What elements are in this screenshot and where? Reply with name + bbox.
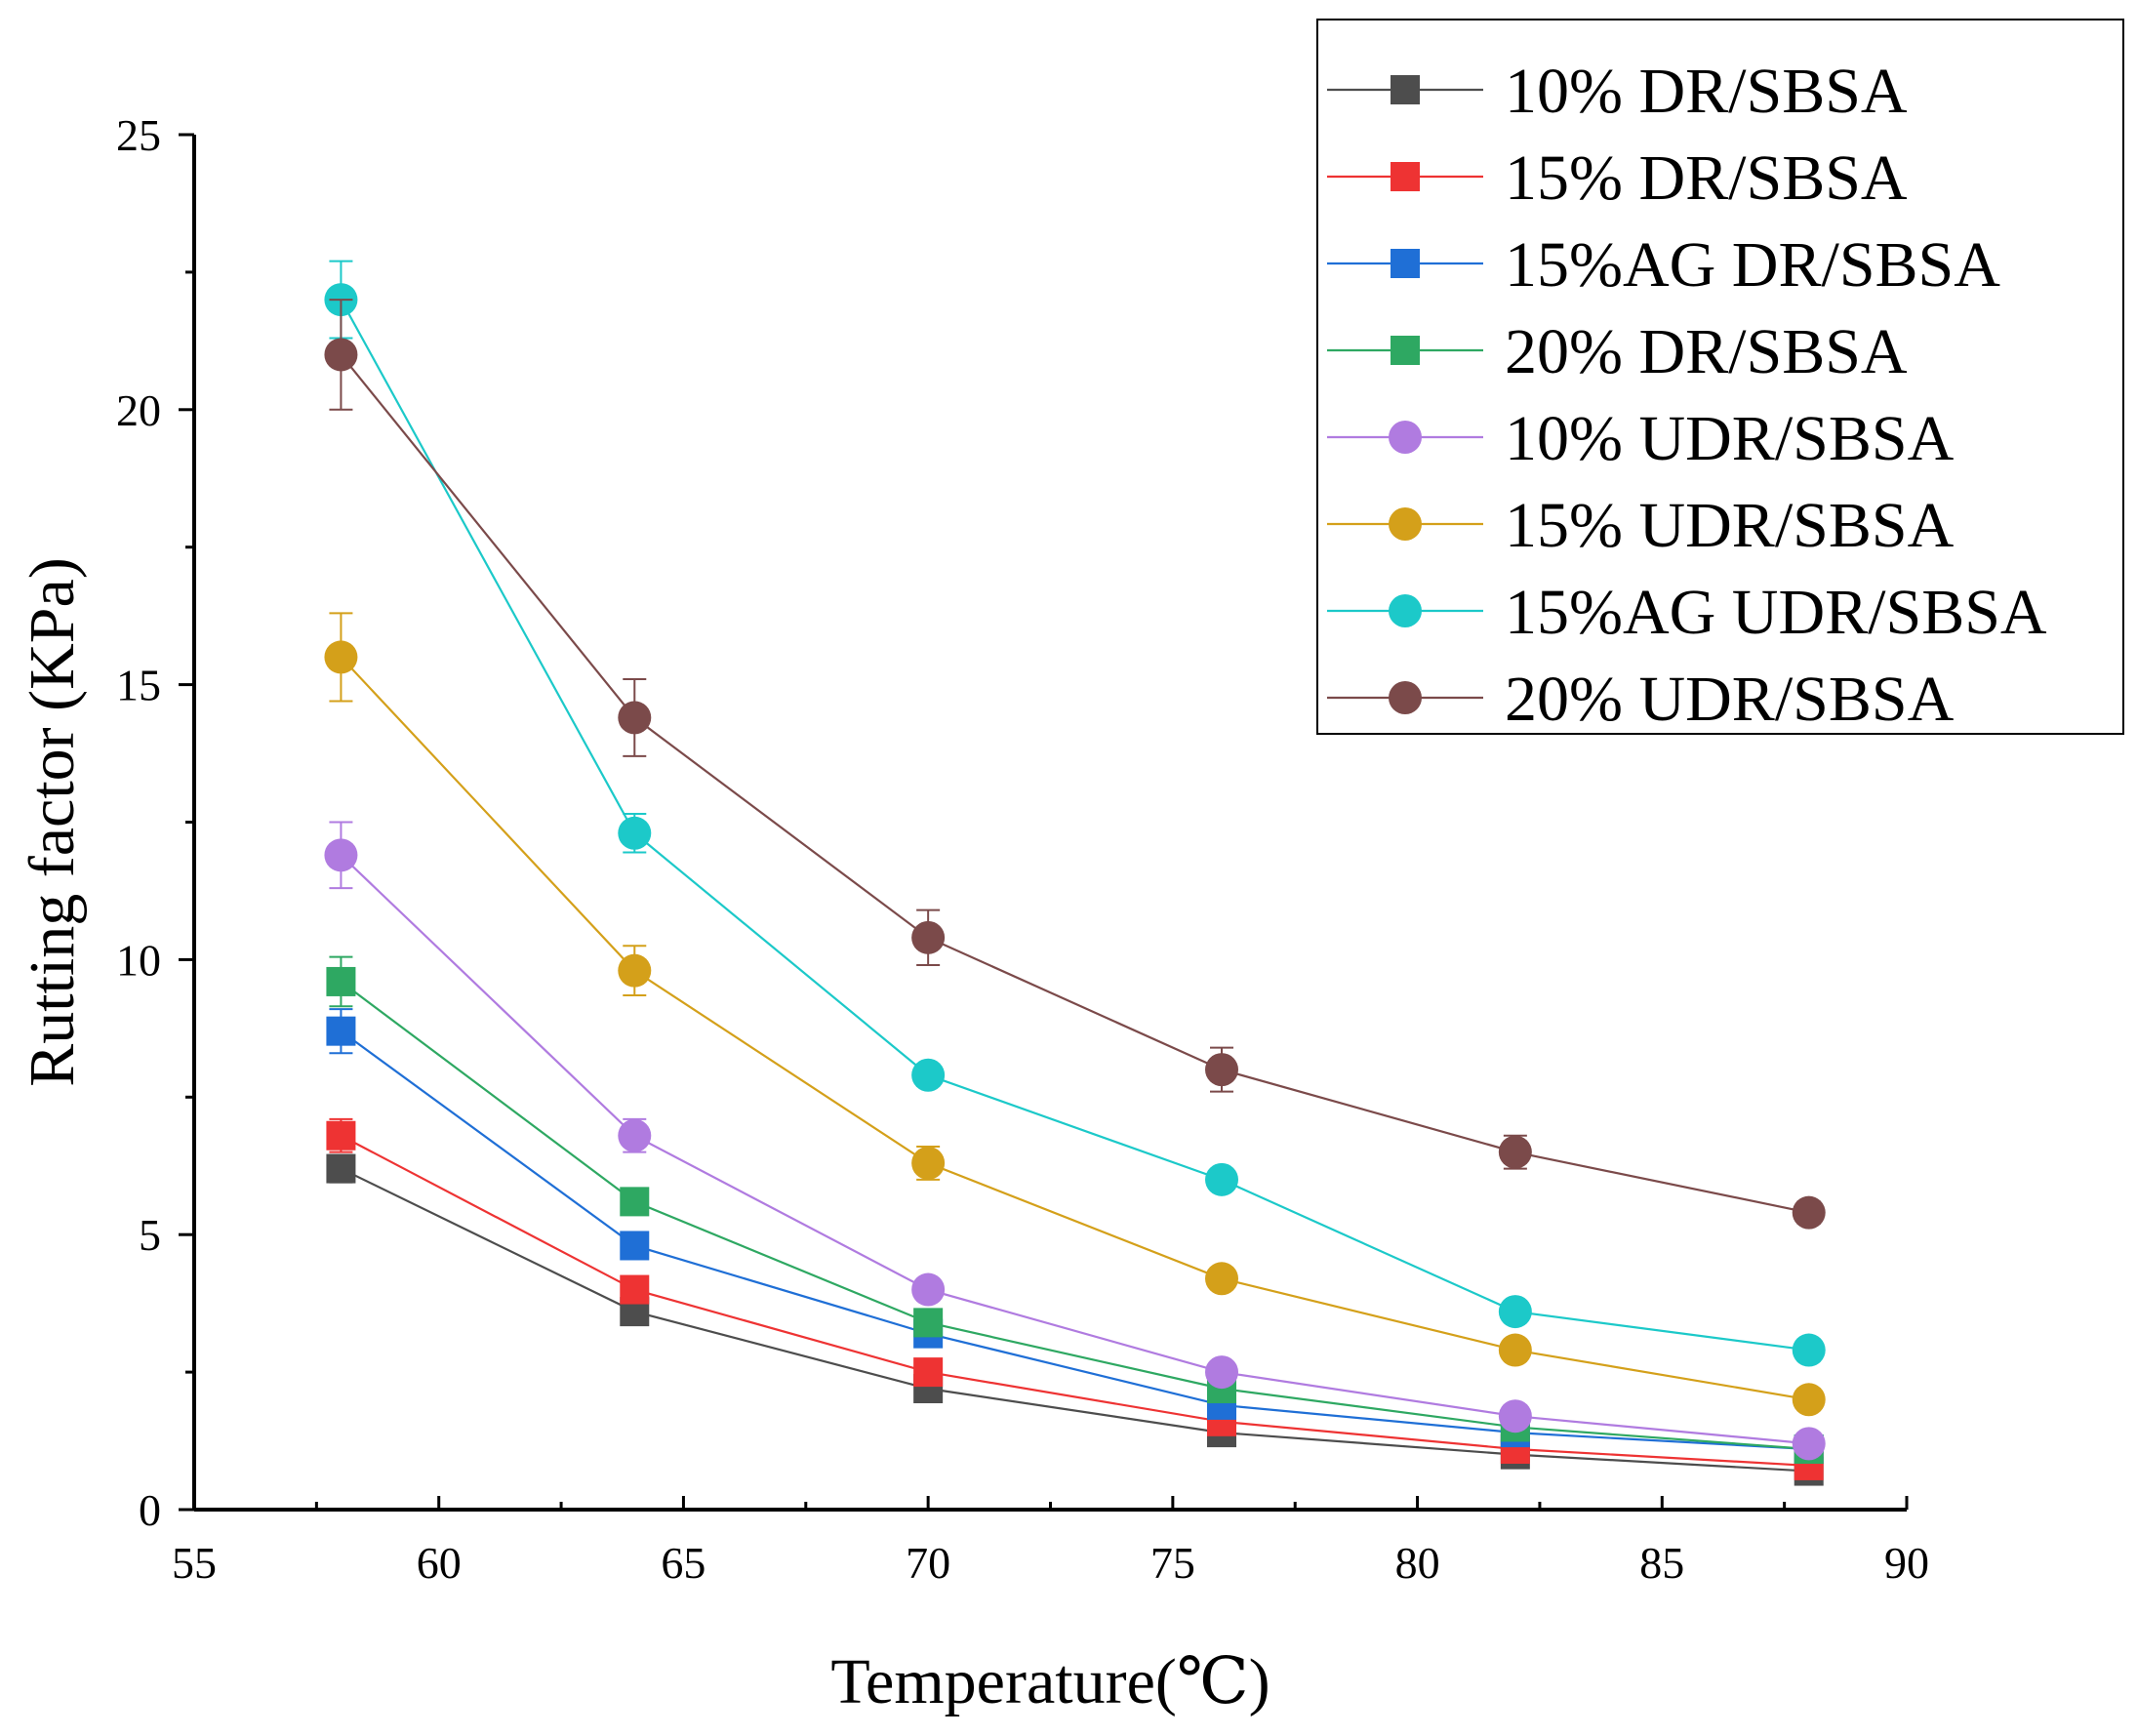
data-point bbox=[1498, 1135, 1532, 1169]
data-point bbox=[1792, 1195, 1826, 1230]
series-line bbox=[340, 353, 1809, 1214]
legend: 10% DR/SBSA 15% DR/SBSA 15%AG DR/SBSA 20% D… bbox=[1316, 19, 2124, 735]
x-tick-label: 85 bbox=[1639, 1538, 1684, 1588]
series-line bbox=[340, 1167, 1809, 1473]
legend-marker bbox=[1391, 162, 1420, 191]
series-line bbox=[340, 1029, 1809, 1451]
legend-marker bbox=[1391, 249, 1420, 278]
data-point bbox=[1792, 1333, 1826, 1367]
legend-marker bbox=[1389, 507, 1422, 541]
data-point bbox=[620, 1231, 650, 1261]
legend-label: 20% DR/SBSA bbox=[1505, 316, 1908, 387]
legend-item: 15% DR/SBSA bbox=[1327, 142, 1908, 214]
legend-item: 15%AG UDR/SBSA bbox=[1327, 577, 2047, 648]
data-point bbox=[326, 966, 356, 996]
legend-items: 10% DR/SBSA 15% DR/SBSA 15%AG DR/SBSA 20% D… bbox=[1327, 56, 2047, 735]
data-point bbox=[324, 640, 358, 674]
legend-marker bbox=[1389, 421, 1422, 454]
legend-label: 15%AG UDR/SBSA bbox=[1505, 577, 2047, 648]
series-line bbox=[340, 656, 1809, 1401]
series-layer bbox=[324, 260, 1826, 1486]
data-point bbox=[1792, 1383, 1826, 1417]
data-point bbox=[1205, 1262, 1238, 1296]
y-tick-label: 10 bbox=[116, 935, 161, 985]
legend-label: 10% UDR/SBSA bbox=[1505, 403, 1955, 474]
x-tick-label: 90 bbox=[1884, 1538, 1929, 1588]
series-5 bbox=[324, 612, 1826, 1417]
data-point bbox=[324, 338, 358, 372]
data-point bbox=[1205, 1053, 1238, 1087]
data-point bbox=[1205, 1355, 1238, 1390]
x-tick-label: 60 bbox=[417, 1538, 462, 1588]
legend-item: 20% UDR/SBSA bbox=[1327, 664, 1955, 735]
x-axis-title: Temperature(℃) bbox=[830, 1646, 1270, 1717]
legend-label: 10% DR/SBSA bbox=[1505, 56, 1908, 127]
data-point bbox=[326, 1120, 356, 1151]
legend-marker bbox=[1391, 75, 1420, 104]
data-point bbox=[618, 816, 652, 850]
y-tick-label: 5 bbox=[139, 1210, 161, 1260]
data-point bbox=[1205, 1162, 1238, 1196]
legend-box bbox=[1316, 19, 2124, 735]
y-tick-label: 15 bbox=[116, 661, 161, 710]
data-point bbox=[1498, 1399, 1532, 1433]
data-point bbox=[1498, 1295, 1532, 1329]
axes: 55 60 65 70 75 80 85 90 0 5 10 15 20 25 bbox=[116, 110, 1929, 1588]
series-7 bbox=[324, 299, 1826, 1230]
data-point bbox=[326, 1153, 356, 1184]
data-point bbox=[620, 1187, 650, 1217]
legend-item: 15%AG DR/SBSA bbox=[1327, 229, 2000, 301]
legend-item: 15% UDR/SBSA bbox=[1327, 490, 1955, 561]
data-point bbox=[618, 1118, 652, 1152]
x-ticks: 55 60 65 70 75 80 85 90 bbox=[172, 1496, 1929, 1588]
x-tick-label: 80 bbox=[1395, 1538, 1440, 1588]
data-point bbox=[1498, 1333, 1532, 1367]
legend-label: 15%AG DR/SBSA bbox=[1505, 229, 2000, 301]
data-point bbox=[1792, 1427, 1826, 1461]
x-tick-label: 55 bbox=[172, 1538, 217, 1588]
data-point bbox=[913, 1357, 944, 1388]
y-ticks: 0 5 10 15 20 25 bbox=[116, 110, 194, 1535]
x-tick-label: 65 bbox=[661, 1538, 706, 1588]
y-axis-title: Rutting factor (KPa) bbox=[17, 557, 88, 1087]
legend-item: 10% DR/SBSA bbox=[1327, 56, 1908, 127]
series-4 bbox=[324, 821, 1826, 1461]
legend-item: 10% UDR/SBSA bbox=[1327, 403, 1955, 474]
legend-item: 20% DR/SBSA bbox=[1327, 316, 1908, 387]
legend-marker bbox=[1391, 336, 1420, 365]
data-point bbox=[620, 1274, 650, 1305]
y-tick-label: 0 bbox=[139, 1485, 161, 1535]
series-line bbox=[340, 1134, 1809, 1468]
data-point bbox=[618, 701, 652, 735]
data-point bbox=[911, 1272, 946, 1307]
data-point bbox=[913, 1308, 944, 1338]
series-line bbox=[340, 981, 1809, 1451]
data-point bbox=[618, 953, 652, 988]
legend-marker bbox=[1389, 681, 1422, 714]
x-tick-label: 70 bbox=[906, 1538, 950, 1588]
data-point bbox=[324, 838, 358, 872]
data-point bbox=[911, 920, 946, 954]
y-tick-label: 25 bbox=[116, 110, 161, 160]
legend-label: 15% DR/SBSA bbox=[1505, 142, 1908, 214]
data-point bbox=[911, 1058, 946, 1092]
series-line bbox=[340, 854, 1809, 1445]
data-point bbox=[911, 1146, 946, 1180]
legend-label: 15% UDR/SBSA bbox=[1505, 490, 1955, 561]
y-tick-label: 20 bbox=[116, 385, 161, 435]
legend-label: 20% UDR/SBSA bbox=[1505, 664, 1955, 735]
series-line bbox=[340, 299, 1809, 1352]
x-tick-label: 75 bbox=[1150, 1538, 1195, 1588]
data-point bbox=[326, 1016, 356, 1046]
legend-marker bbox=[1389, 594, 1422, 627]
